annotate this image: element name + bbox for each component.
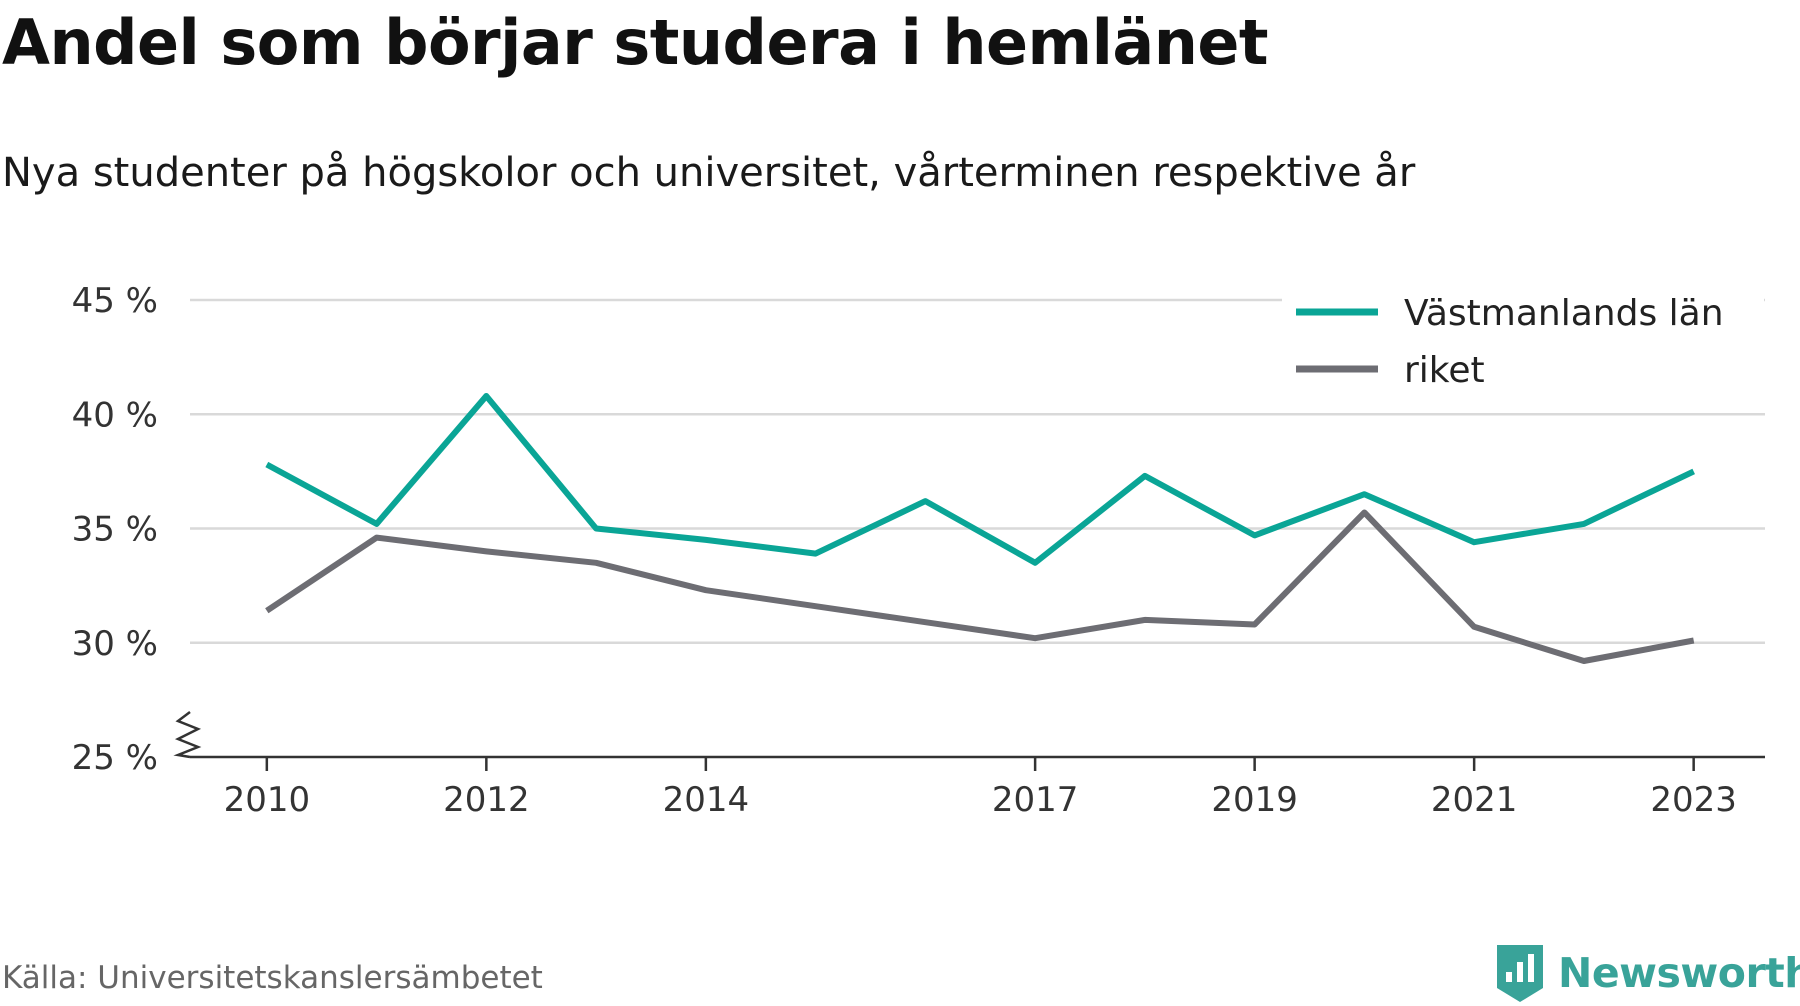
y-tick-label-35: 35 % <box>72 510 158 550</box>
legend-background <box>1282 284 1764 402</box>
y-tick-label-30: 30 % <box>72 624 158 664</box>
source-note: Källa: Universitetskanslersämbetet <box>2 960 543 996</box>
x-tick-label-2014: 2014 <box>663 780 750 820</box>
series-line-riket <box>265 509 1695 664</box>
x-tick-label-2019: 2019 <box>1211 780 1298 820</box>
x-tick-label-2023: 2023 <box>1650 780 1737 820</box>
x-tick-label-2010: 2010 <box>224 780 311 820</box>
x-axis <box>173 711 1765 771</box>
y-tick-label-45: 45 % <box>72 281 158 321</box>
newsworthy-logo-icon <box>1497 945 1543 1002</box>
brand-name: Newsworthy <box>1558 949 1800 997</box>
chart-title: Andel som börjar studera i hemlänet <box>2 6 1269 79</box>
x-tick-label-2021: 2021 <box>1431 780 1518 820</box>
x-tick-label-2012: 2012 <box>443 780 530 820</box>
series-line-vastmanland <box>265 393 1695 566</box>
x-tick-label-2017: 2017 <box>992 780 1079 820</box>
chart-subtitle: Nya studenter på högskolor och universit… <box>2 150 1416 196</box>
y-tick-label-40: 40 % <box>72 395 158 435</box>
y-axis-tick-labels: 25 % 30 % 35 % 40 % 45 % <box>72 281 158 778</box>
legend-label-riket: riket <box>1404 350 1485 391</box>
series-lines <box>265 393 1695 664</box>
y-tick-label-25: 25 % <box>72 738 158 778</box>
brand-logo: Newsworthy <box>1494 940 1800 1006</box>
x-axis-tick-labels: 2010 2012 2014 2017 2019 2021 2023 <box>224 780 1737 820</box>
legend-label-vastmanland: Västmanlands län <box>1404 293 1724 334</box>
y-axis-break-icon <box>173 711 202 759</box>
legend: Västmanlands län riket <box>1282 284 1764 402</box>
